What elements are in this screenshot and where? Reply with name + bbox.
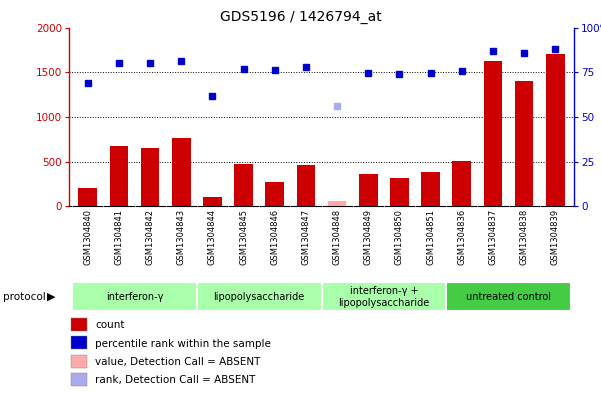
Text: interferon-γ: interferon-γ	[106, 292, 163, 302]
Bar	[72, 373, 87, 386]
Text: ▶: ▶	[47, 292, 56, 302]
Text: count: count	[95, 320, 124, 331]
Text: GSM1304849: GSM1304849	[364, 209, 373, 264]
Text: GSM1304838: GSM1304838	[520, 209, 529, 265]
Text: GSM1304837: GSM1304837	[489, 209, 498, 265]
Text: value, Detection Call = ABSENT: value, Detection Call = ABSENT	[95, 357, 261, 367]
Text: GSM1304851: GSM1304851	[426, 209, 435, 264]
Text: untreated control: untreated control	[466, 292, 551, 302]
Text: GSM1304846: GSM1304846	[270, 209, 279, 265]
Text: protocol: protocol	[3, 292, 46, 302]
Bar	[234, 164, 253, 206]
Text: interferon-γ +
lipopolysaccharide: interferon-γ + lipopolysaccharide	[338, 286, 430, 307]
Bar	[72, 336, 87, 349]
Bar	[203, 197, 222, 206]
Bar	[109, 147, 129, 206]
Bar	[453, 161, 471, 206]
Bar	[266, 182, 284, 206]
Text: GSM1304841: GSM1304841	[114, 209, 123, 264]
Bar	[421, 173, 440, 206]
Text: GSM1304839: GSM1304839	[551, 209, 560, 265]
Text: GSM1304840: GSM1304840	[84, 209, 93, 264]
Text: GSM1304848: GSM1304848	[332, 209, 341, 265]
Text: rank, Detection Call = ABSENT: rank, Detection Call = ABSENT	[95, 375, 255, 385]
Text: percentile rank within the sample: percentile rank within the sample	[95, 339, 271, 349]
FancyBboxPatch shape	[322, 282, 446, 312]
Bar	[141, 148, 159, 206]
Text: GSM1304844: GSM1304844	[208, 209, 217, 264]
Text: GSM1304847: GSM1304847	[302, 209, 311, 265]
FancyBboxPatch shape	[197, 282, 322, 312]
Bar	[72, 318, 87, 331]
Bar	[328, 201, 346, 206]
FancyBboxPatch shape	[446, 282, 571, 312]
Bar	[72, 354, 87, 367]
Bar	[546, 54, 564, 206]
Bar	[359, 174, 377, 206]
Bar	[514, 81, 534, 206]
Text: GSM1304836: GSM1304836	[457, 209, 466, 265]
Text: GDS5196 / 1426794_at: GDS5196 / 1426794_at	[219, 10, 382, 24]
FancyBboxPatch shape	[72, 282, 197, 312]
Bar	[390, 178, 409, 206]
Bar	[172, 138, 191, 206]
Text: GSM1304843: GSM1304843	[177, 209, 186, 265]
Text: GSM1304842: GSM1304842	[145, 209, 154, 264]
Bar	[79, 188, 97, 206]
Text: GSM1304850: GSM1304850	[395, 209, 404, 264]
Text: GSM1304845: GSM1304845	[239, 209, 248, 264]
Bar	[484, 61, 502, 206]
Text: lipopolysaccharide: lipopolysaccharide	[213, 292, 305, 302]
Bar	[297, 165, 316, 206]
